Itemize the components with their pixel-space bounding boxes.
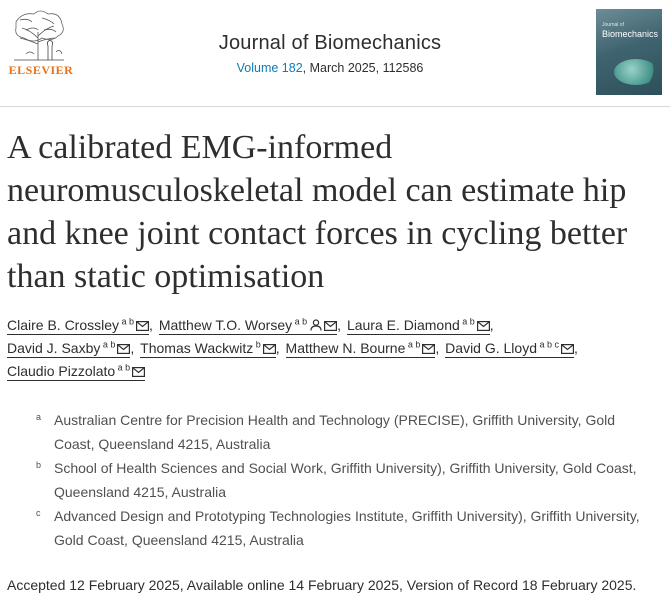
issue-line: Volume 182, March 2025, 112586 [150,61,510,75]
tree-logo-icon [14,10,64,61]
author-separator: , [149,317,157,333]
author-name: Claire B. Crossley [7,317,120,333]
article-title: A calibrated EMG-informed neuromusculosk… [7,129,628,295]
author-separator: , [275,340,284,356]
cover-art [614,59,658,85]
cover-title-main: Biomechanics [602,29,659,39]
author-name: Claudio Pizzolato [7,363,116,379]
cover-title-small: Journal of [602,22,624,28]
header-divider [0,106,670,107]
envelope-icon[interactable] [132,361,146,378]
envelope-icon[interactable] [324,315,338,332]
affiliation-text: School of Health Sciences and Social Wor… [54,460,637,500]
author-affiliation-marks: a b [115,362,131,373]
author-separator: , [489,317,494,333]
cover-title: Journal of Biomechanics [602,21,658,39]
author-separator: , [435,340,444,356]
author-separator: , [574,340,578,356]
author-affiliation-marks: a b [459,316,475,327]
author-name: Matthew T.O. Worsey [158,317,293,333]
author-link[interactable]: Matthew N. Bourne a b [285,338,436,358]
affiliation-text: Australian Centre for Precision Health a… [54,412,616,452]
affiliation-label: c [36,508,41,518]
affiliation-label: b [36,460,42,470]
affiliation-item: b School of Health Sciences and Social Wo… [36,456,656,504]
volume-link[interactable]: Volume 182 [236,61,303,75]
journal-name[interactable]: Journal of Biomechanics [218,32,442,54]
affiliation-label: a [36,412,42,422]
author-link[interactable]: David J. Saxby a b [7,338,131,358]
author-link[interactable]: Claire B. Crossley a b [7,315,150,335]
journal-cover-image[interactable]: Journal of Biomechanics [596,9,662,95]
affiliation-item: c Advanced Design and Prototyping Technol… [36,504,656,552]
author-name: David G. Lloyd [445,340,537,356]
author-affiliation-marks: a b [100,339,116,350]
issue-details: , March 2025, 112586 [302,61,424,75]
author-separator: , [130,340,139,356]
author-separator: , [337,317,345,333]
envelope-icon[interactable] [136,315,150,332]
affiliation-text: Advanced Design and Prototyping Technolo… [54,508,640,548]
author-affiliation-marks: a b [292,316,308,327]
author-link[interactable]: Thomas Wackwitz b [140,340,276,358]
author-name: David J. Saxby [7,340,101,356]
author-affiliation-marks: a b [405,339,421,350]
author-link[interactable]: Claudio Pizzolato a b [7,361,146,381]
author-list: Claire B. Crossley a b, Matthew T.O. Wor… [7,314,657,383]
publication-dates: Accepted 12 February 2025, Available onl… [7,577,637,593]
author-name: Matthew N. Bourne [285,340,406,356]
author-affiliation-marks: a b [119,316,135,327]
author-link[interactable]: Matthew T.O. Worsey a b [158,315,338,335]
author-link[interactable]: Laura E. Diamond a b [346,315,490,335]
envelope-icon[interactable] [262,338,276,355]
author-name: Thomas Wackwitz [140,340,254,356]
affiliation-list: a Australian Centre for Precision Health … [36,408,656,552]
author-affiliation-marks: a b c [537,339,560,350]
author-link[interactable]: David G. Lloyd a b c [445,338,575,358]
article-header: ELSEVIER Journal of Biomechanics Volume … [0,0,670,110]
envelope-icon[interactable] [422,338,436,355]
affiliation-item: a Australian Centre for Precision Health … [36,408,656,456]
journal-info: Journal of Biomechanics Volume 182, Marc… [150,32,510,75]
publisher-name: ELSEVIER [8,63,74,77]
author-name: Laura E. Diamond [346,317,460,333]
envelope-icon[interactable] [476,315,490,332]
elsevier-logo[interactable]: ELSEVIER [8,8,73,77]
person-icon[interactable] [310,315,322,331]
envelope-icon[interactable] [117,338,131,355]
author-affiliation-marks: b [253,339,261,350]
envelope-icon[interactable] [561,338,575,355]
